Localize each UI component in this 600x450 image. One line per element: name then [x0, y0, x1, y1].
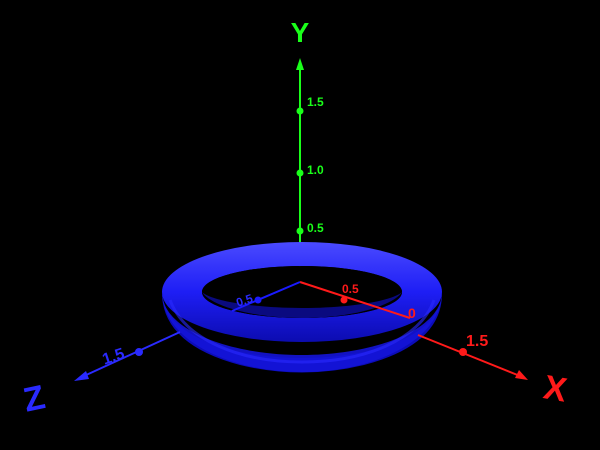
- y-axis: 0.5 1.0 1.5 Y: [291, 17, 324, 282]
- y-axis-label: Y: [291, 17, 310, 48]
- y-axis-arrowhead: [296, 58, 304, 70]
- z-axis: 0.5 1.5 Z: [20, 281, 301, 420]
- x-axis-arrowhead: [515, 370, 528, 380]
- z-tick-1.5: [135, 348, 143, 356]
- z-axis-line-inner: [231, 281, 301, 312]
- y-tick-1.5: [296, 107, 304, 115]
- z-axis-arrowhead: [74, 371, 89, 381]
- y-tick-label: 1.0: [307, 163, 324, 177]
- z-tick-0.5: [254, 296, 262, 304]
- x-tick-label: 1.5: [466, 333, 488, 350]
- torus: [162, 242, 442, 373]
- z-axis-line-outer: [83, 331, 181, 377]
- x-axis-line-outer: [417, 334, 521, 377]
- z-axis-label: Z: [20, 378, 48, 419]
- x-tick-label: 0.5: [342, 282, 359, 296]
- torus-front-highlight: [168, 299, 436, 364]
- z-tick-label: 0.5: [234, 291, 255, 310]
- z-tick-label: 1.5: [100, 345, 127, 368]
- y-tick-label: 1.5: [307, 95, 324, 109]
- x-axis-line-inner: [299, 281, 411, 319]
- y-tick-label: 0.5: [307, 221, 324, 235]
- x-tick-0.5: [340, 296, 348, 304]
- x-axis-label: X: [541, 368, 570, 409]
- x-tick-1.5: [459, 348, 467, 356]
- x-tick-label: 0: [408, 305, 416, 321]
- y-tick-1.0: [296, 169, 304, 177]
- y-tick-0.5: [296, 227, 304, 235]
